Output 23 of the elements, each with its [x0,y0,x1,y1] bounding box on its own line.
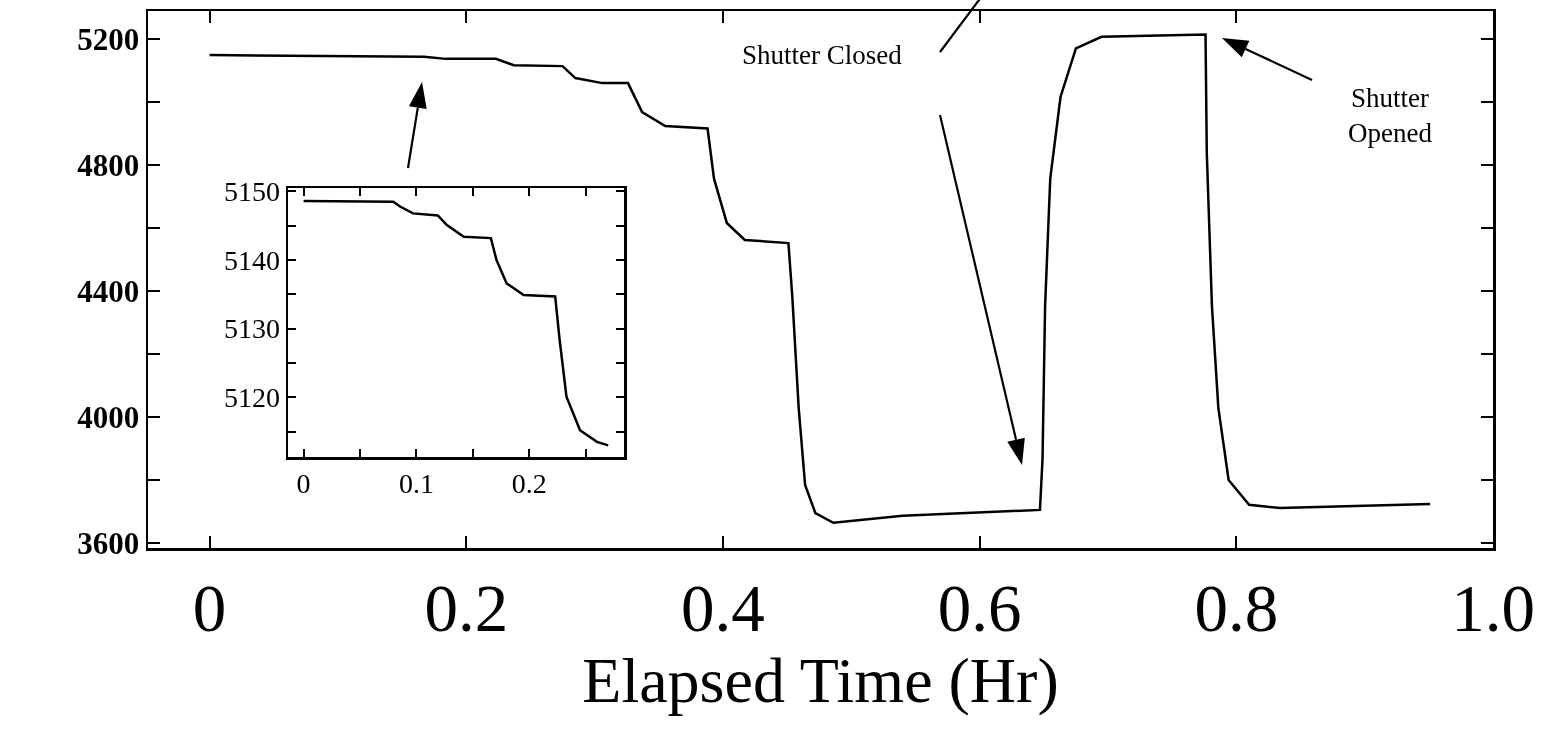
y-tick-label: 3600 [77,525,140,561]
y-tick-label: 4000 [77,399,140,435]
x-tick-label: 0.4 [681,570,765,645]
y-tick-label: 5150 [223,176,280,208]
y-tick-label: 5200 [77,21,140,57]
x-axis-title: Elapsed Time (Hr) [582,644,1059,716]
y-tick-label: 5120 [223,382,280,414]
annotation: Shutter Closed [742,40,903,70]
x-tick-label: 0.8 [1194,570,1279,645]
x-tick-label: 1.0 [1451,570,1535,645]
y-tick-label: 5130 [223,313,280,345]
y-tick-label: 4800 [77,147,140,183]
x-tick-label: 0 [296,468,311,500]
x-tick-label: 0.2 [511,468,547,500]
annotation: Shutter Opened [1348,83,1433,149]
y-tick-label: 4400 [77,273,140,309]
x-tick-label: 0.1 [398,468,434,500]
line-series [302,199,610,447]
y-tick-label: 5140 [223,244,280,276]
x-tick-label: 0.6 [937,570,1022,645]
x-tick-label: 0 [192,570,227,645]
x-tick-label: 0.2 [424,570,509,645]
line-series [208,33,1432,525]
